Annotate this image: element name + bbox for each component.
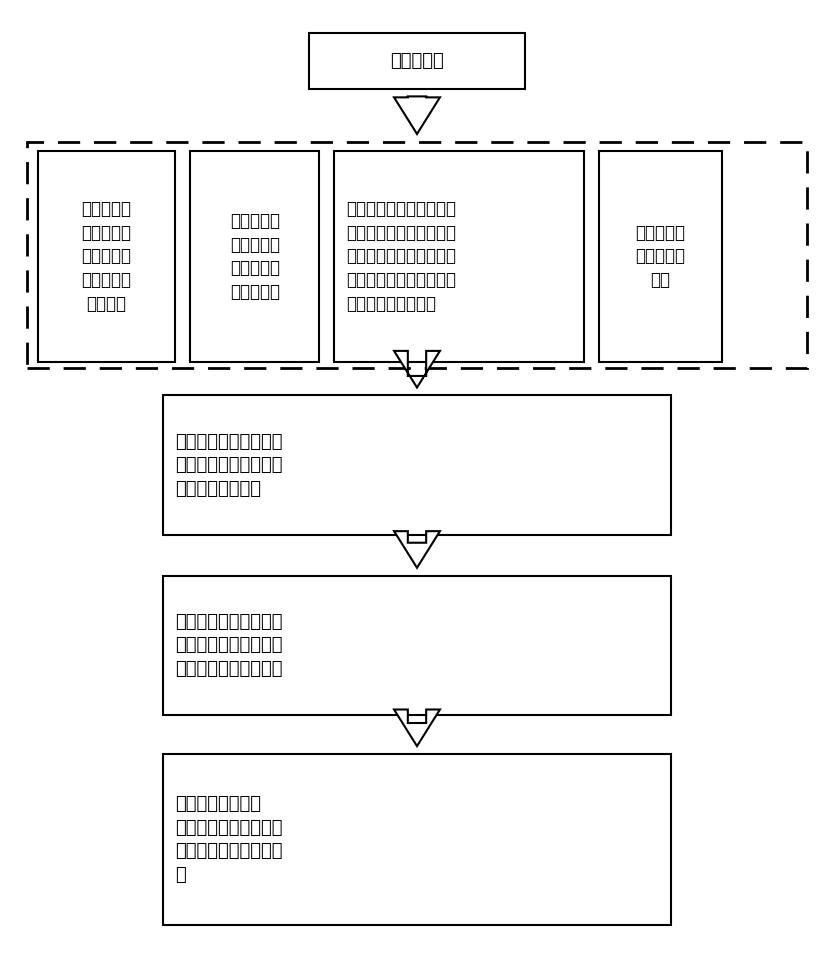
Text: 储能控制单元内部定时
器时间到，开启开关，
储能器件开始储能: 储能控制单元内部定时 器时间到，开启开关， 储能器件开始储能 <box>175 433 283 497</box>
Text: 主电源通过
第一防倒灌
单元输出给
负载，负载
开始工作: 主电源通过 第一防倒灌 单元输出给 负载，负载 开始工作 <box>82 201 131 312</box>
Text: 掉电侦测开
始工作，告
知负载此时
主电源正常: 掉电侦测开 始工作，告 知负载此时 主电源正常 <box>230 212 279 301</box>
Polygon shape <box>394 96 440 134</box>
Bar <box>599 151 722 362</box>
Text: 负载主处理器得知
备用电源准备就绪，开
始进行各种关键数据处
理: 负载主处理器得知 备用电源准备就绪，开 始进行各种关键数据处 理 <box>175 795 283 884</box>
Text: 储能控制通过第二防倒灌
单元得电，开始工作，保
持开关的关断状态，启动
内部预设的定时器，并等
待负载处理器的指令: 储能控制通过第二防倒灌 单元得电，开始工作，保 持开关的关断状态，启动 内部预设… <box>346 201 456 312</box>
Bar <box>163 754 671 925</box>
Bar <box>163 395 671 535</box>
Bar <box>309 33 525 89</box>
Bar <box>27 142 807 368</box>
Polygon shape <box>394 351 440 388</box>
Polygon shape <box>394 531 440 568</box>
Bar <box>334 151 584 362</box>
Bar <box>190 151 319 362</box>
Text: 储能控制检测到储能器
件已充满，告知负载处
理器备用电源准备就绪: 储能控制检测到储能器 件已充满，告知负载处 理器备用电源准备就绪 <box>175 613 283 678</box>
Bar <box>163 576 671 715</box>
Polygon shape <box>394 710 440 746</box>
Bar <box>38 151 175 362</box>
Text: 主电源开启: 主电源开启 <box>390 52 444 69</box>
Text: 备份升压进
入浮动工作
状态: 备份升压进 入浮动工作 状态 <box>636 224 686 289</box>
